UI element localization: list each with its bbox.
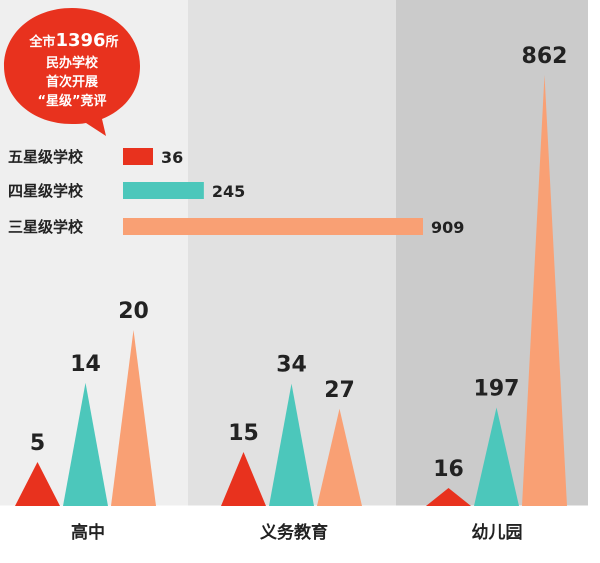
triangle-bar-2-2 [522, 75, 567, 506]
category-label-1: 义务教育 [260, 522, 328, 543]
triangle-bars [15, 75, 567, 506]
summary-bar-2 [123, 218, 423, 235]
triangle-bar-2-1 [474, 407, 519, 506]
summary-bar-label-1: 四星级学校 [8, 182, 84, 200]
triangle-bar-1-1 [269, 383, 314, 506]
triangle-value-label-0-1: 14 [70, 352, 101, 377]
triangle-bar-1-2 [317, 408, 362, 506]
category-label-0: 高中 [71, 522, 105, 543]
badge-line-2: 民办学校 [46, 55, 99, 71]
triangle-value-label-2-0: 16 [433, 457, 464, 482]
triangle-value-label-0-0: 5 [30, 431, 45, 456]
summary-bar-value-0: 36 [161, 148, 183, 167]
category-labels: 高中 义务教育 幼儿园 [71, 522, 523, 543]
triangle-bar-0-1 [63, 382, 108, 506]
triangle-bar-0-0 [15, 462, 60, 506]
summary-bar-label-0: 五星级学校 [8, 148, 84, 166]
badge-line-4: “星级”竞评 [37, 93, 106, 109]
summary-bar-1 [123, 182, 204, 199]
triangle-value-label-2-2: 862 [522, 44, 568, 69]
summary-bar-0 [123, 148, 153, 165]
triangle-value-labels: 5 14 20 15 34 27 16 197 862 [30, 44, 568, 482]
summary-bar-value-2: 909 [431, 218, 464, 237]
category-label-2: 幼儿园 [472, 522, 523, 543]
badge-line-3: 首次开展 [46, 74, 99, 90]
triangle-value-label-1-0: 15 [228, 421, 259, 446]
badge-bubble [4, 8, 140, 136]
triangle-value-label-1-2: 27 [324, 378, 355, 403]
triangle-bar-2-0 [426, 488, 471, 506]
triangle-bar-0-2 [111, 330, 156, 506]
summary-bar-value-1: 245 [212, 182, 245, 201]
triangle-value-label-0-2: 20 [118, 299, 149, 324]
triangle-value-label-2-1: 197 [474, 377, 520, 402]
badge: 全市1396所 民办学校 首次开展 “星级”竞评 [4, 8, 140, 136]
triangle-bar-1-0 [221, 452, 266, 506]
badge-line-1: 全市1396所 [28, 30, 118, 51]
summary-bar-label-2: 三星级学校 [8, 218, 84, 236]
triangle-value-label-1-1: 34 [276, 353, 307, 378]
summary-bars: 五星级学校 36 四星级学校 245 三星级学校 909 [8, 148, 464, 237]
